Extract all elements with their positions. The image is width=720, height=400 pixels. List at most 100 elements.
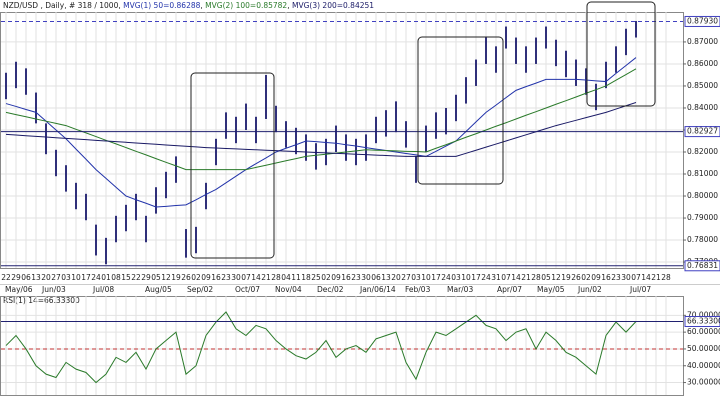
x-tick-label: 02 [321, 273, 331, 282]
x-tick-label: 09 [201, 273, 211, 282]
month-label: May/05 [537, 285, 565, 294]
x-tick-label: 24 [481, 273, 491, 282]
month-label: Nov/04 [275, 285, 302, 294]
y-tick-label: 0.85000 [687, 81, 718, 90]
x-tick-label: 29 [11, 273, 21, 282]
x-tick-label: 09 [591, 273, 601, 282]
x-tick-label: 16 [341, 273, 351, 282]
x-tick-label: 17 [471, 273, 481, 282]
legend-entry: MVG(1) 50=0.86288 [123, 1, 200, 10]
month-label: Mar/03 [447, 285, 473, 294]
level-box [684, 260, 720, 272]
y-tick-label: 0.79000 [687, 213, 718, 222]
x-tick-label: 24 [441, 273, 451, 282]
x-tick-label: 22 [131, 273, 141, 282]
x-tick-label: 21 [651, 273, 661, 282]
x-tick-label: 30 [361, 273, 371, 282]
month-label: Oct/07 [235, 285, 260, 294]
x-tick-label: 26 [571, 273, 581, 282]
level-label: 0.76831 [687, 261, 718, 270]
y-tick-label: 0.86000 [687, 59, 718, 68]
x-tick-label: 02 [191, 273, 201, 282]
level-box [684, 126, 720, 138]
x-tick-label: 28 [271, 273, 281, 282]
x-tick-label: 06 [371, 273, 381, 282]
x-tick-label: 31 [491, 273, 501, 282]
x-tick-label: 26 [181, 273, 191, 282]
x-tick-label: 07 [631, 273, 641, 282]
x-tick-label: 06 [21, 273, 31, 282]
x-tick-label: 05 [151, 273, 161, 282]
x-tick-label: 17 [81, 273, 91, 282]
level-label: 0.87930 [687, 16, 718, 25]
month-label: Jul/07 [629, 285, 651, 294]
x-tick-label: 20 [391, 273, 401, 282]
y-tick-label: 30.00000 [687, 378, 720, 387]
month-label: Dec/02 [317, 285, 344, 294]
x-tick-label: 13 [31, 273, 41, 282]
legend-entry: MVG(3) 200=0.84251 [292, 1, 374, 10]
rsi-title: RSI(1) 14=66.33300 [3, 296, 80, 305]
x-tick-label: 19 [561, 273, 571, 282]
x-tick-label: 25 [311, 273, 321, 282]
legend-entry: MVG(2) 100=0.85782 [205, 1, 287, 10]
x-tick-label: 08 [111, 273, 121, 282]
x-tick-label: 15 [121, 273, 131, 282]
annotation-box [417, 36, 504, 185]
header: NZD/USD , Daily, # 318 / 1000, MVG(1) 50… [3, 1, 374, 10]
y-tick-label: 60.00000 [687, 327, 720, 336]
y-tick-label: 0.78000 [687, 235, 718, 244]
x-tick-label: 14 [641, 273, 651, 282]
x-tick-label: 07 [501, 273, 511, 282]
x-tick-label: 07 [241, 273, 251, 282]
x-tick-label: 27 [51, 273, 61, 282]
x-tick-label: 10 [461, 273, 471, 282]
x-tick-label: 12 [161, 273, 171, 282]
x-tick-label: 30 [621, 273, 631, 282]
x-tick-label: 13 [381, 273, 391, 282]
chart-title: NZD/USD , Daily, # 318 / 1000, [3, 1, 121, 10]
y-tick-label: 0.84000 [687, 103, 718, 112]
level-label: 0.82927 [687, 127, 718, 136]
level-label: 66.33300 [687, 316, 720, 325]
x-tick-label: 05 [541, 273, 551, 282]
y-tick-label: 0.82000 [687, 147, 718, 156]
x-tick-label: 12 [551, 273, 561, 282]
x-tick-label: 30 [231, 273, 241, 282]
y-tick-label: 50.00000 [687, 344, 720, 353]
x-tick-label: 16 [211, 273, 221, 282]
x-tick-label: 10 [71, 273, 81, 282]
x-tick-label: 14 [511, 273, 521, 282]
y-tick-label: 0.80000 [687, 191, 718, 200]
y-tick-label: 0.87000 [687, 37, 718, 46]
x-tick-label: 14 [251, 273, 261, 282]
x-tick-label: 27 [401, 273, 411, 282]
annotation-box [190, 72, 275, 259]
y-tick-label: 70.00000 [687, 310, 720, 319]
x-tick-label: 19 [171, 273, 181, 282]
month-label: Sep/02 [187, 285, 213, 294]
price-panel [0, 12, 684, 269]
x-tick-label: 03 [61, 273, 71, 282]
x-tick-label: 02 [581, 273, 591, 282]
x-tick-label: 03 [411, 273, 421, 282]
x-tick-label: 21 [261, 273, 271, 282]
x-tick-label: 17 [431, 273, 441, 282]
x-tick-label: 20 [41, 273, 51, 282]
series-line [5, 311, 637, 384]
level-box [684, 315, 720, 327]
annotation-box [586, 1, 656, 107]
x-tick-label: 11 [291, 273, 301, 282]
month-label: Aug/05 [145, 285, 172, 294]
x-tick-label: 10 [421, 273, 431, 282]
x-tick-label: 09 [331, 273, 341, 282]
marks: 22 29 06 13 20 27 03 10 17 24 01 08 15 22 29 05 12 19 26 02… [1, 12, 720, 395]
x-tick-label: 28 [661, 273, 671, 282]
month-label: Apr/07 [497, 285, 522, 294]
x-tick-label: 23 [221, 273, 231, 282]
series-line [5, 57, 637, 208]
x-tick-label: 23 [351, 273, 361, 282]
level-box [684, 15, 720, 27]
